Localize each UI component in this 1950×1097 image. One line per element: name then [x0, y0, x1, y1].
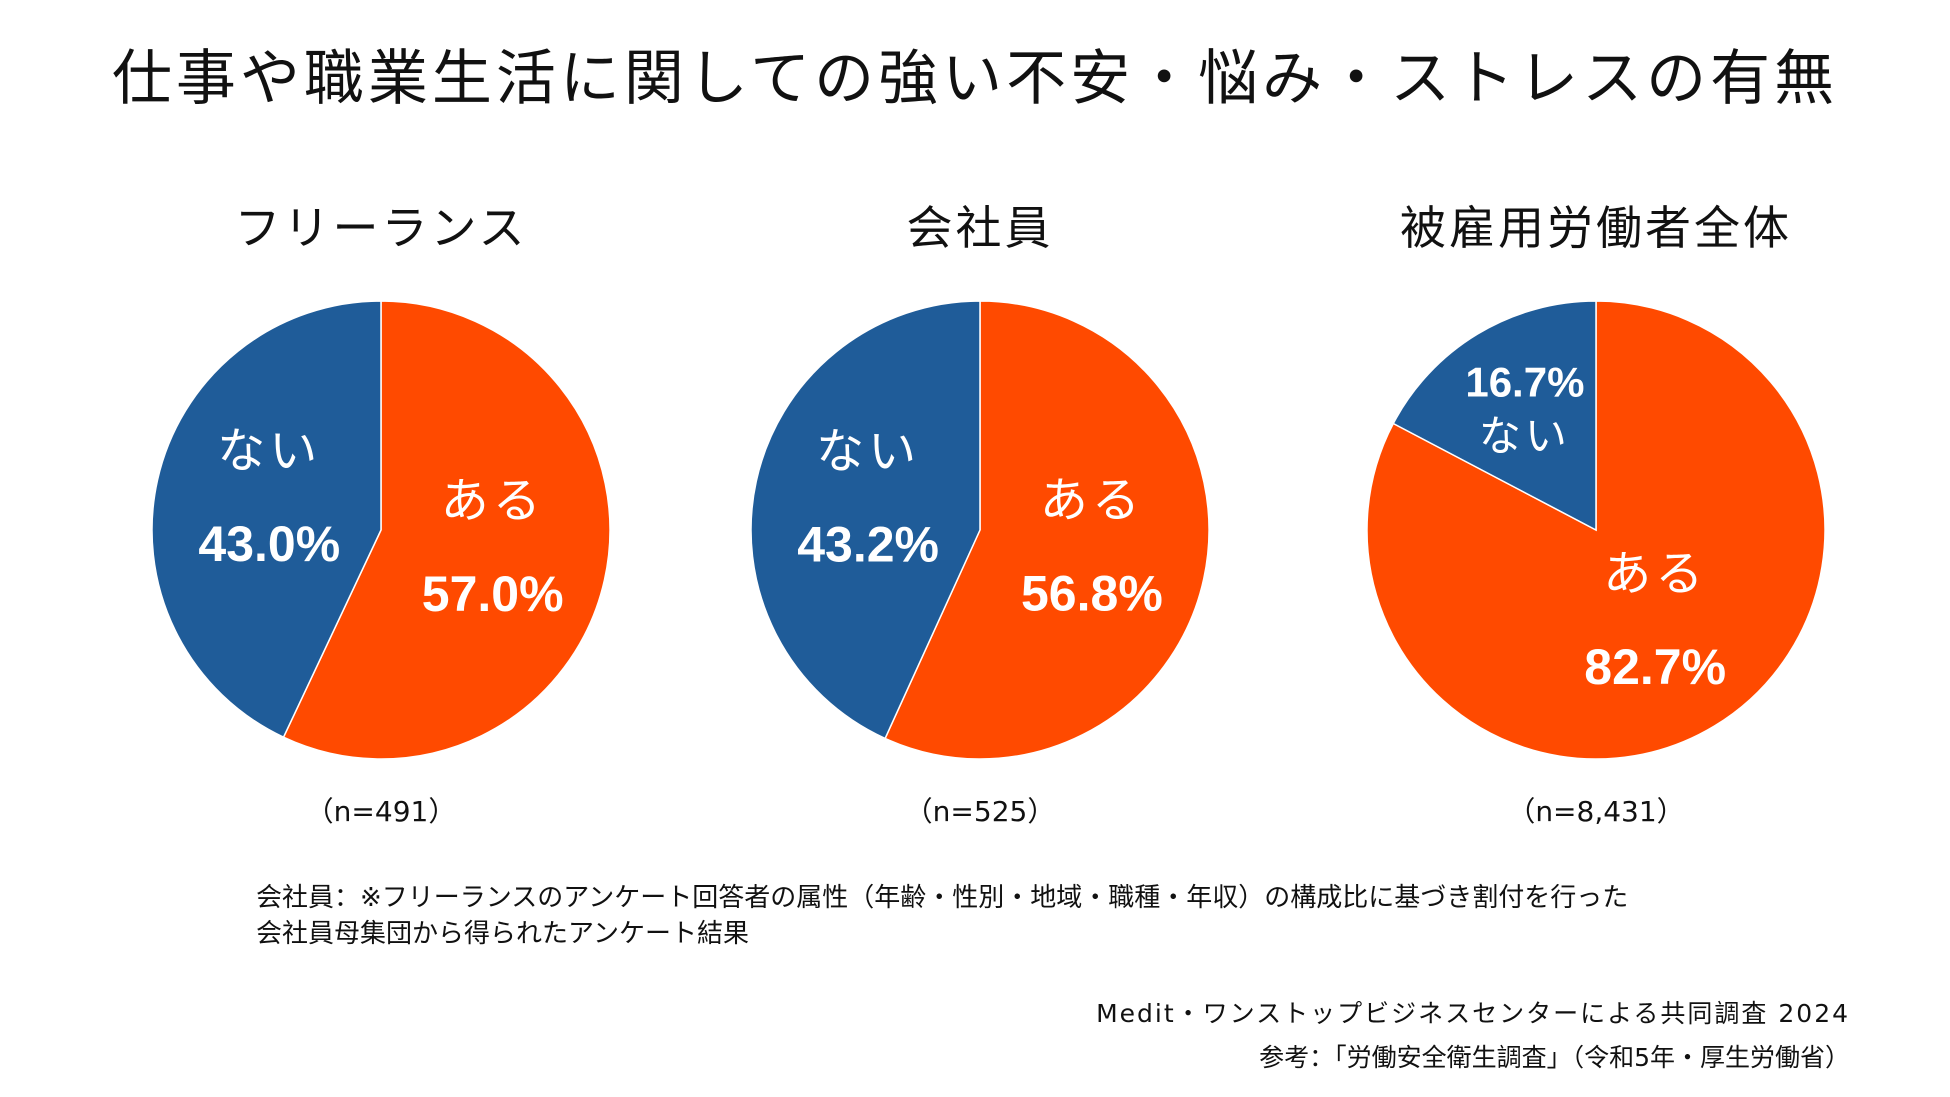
slice-label-yes: ある	[441, 473, 545, 529]
slice-label-yes: ある	[1603, 546, 1707, 602]
slice-value-no: 43.0%	[198, 516, 340, 572]
source-credits: Medit・ワンストップビジネスセンターによる共同調査 2024 参考：「労働安…	[1096, 992, 1850, 1080]
source-line-2: 参考：「労働安全衛生調査」（令和5年・厚生労働省）	[1259, 1043, 1850, 1072]
sample-size-freelance: （n=491）	[305, 795, 457, 828]
pie-svg-all-workers: ある 82.7% ない 16.7%	[1366, 300, 1826, 760]
pie-slice-yes	[282, 300, 611, 760]
slice-label-yes: ある	[1040, 472, 1144, 528]
pie-chart-all-workers: 被雇用労働者全体 ある 82.7% ない 16.7% （n=8,431）	[1296, 180, 1896, 860]
pie-chart-freelance: フリーランス ある 57.0% ない 43.0% （n=491）	[81, 180, 681, 860]
pie-slice-yes	[1366, 300, 1826, 760]
pie-slice-no	[750, 300, 981, 740]
slice-value-yes: 82.7%	[1584, 639, 1726, 695]
pie-slice-no	[151, 300, 382, 739]
footnote: 会社員：※フリーランスのアンケート回答者の属性（年齢・性別・地域・職種・年収）の…	[256, 880, 1628, 952]
pie-svg-freelance: ある 57.0% ない 43.0%	[151, 300, 611, 760]
pie-title-all-workers: 被雇用労働者全体	[1400, 201, 1792, 255]
slice-value-yes: 56.8%	[1021, 565, 1163, 621]
slice-label-no: ない	[816, 424, 920, 480]
slice-label-no: ない	[217, 423, 321, 479]
pie-slice-yes	[884, 300, 1210, 760]
slice-value-no: 16.7%	[1465, 358, 1584, 405]
source-line-1: Medit・ワンストップビジネスセンターによる共同調査 2024	[1096, 999, 1850, 1028]
page-title: 仕事や職業生活に関しての強い不安・悩み・ストレスの有無	[111, 44, 1839, 114]
pie-slice-no	[1392, 300, 1597, 532]
pie-svg-employee: ある 56.8% ない 43.2%	[750, 300, 1210, 760]
pie-title-employee: 会社員	[906, 201, 1054, 255]
footnote-line-1: 会社員：※フリーランスのアンケート回答者の属性（年齢・性別・地域・職種・年収）の…	[256, 883, 1629, 913]
sample-size-all-workers: （n=8,431）	[1507, 795, 1685, 828]
pie-chart-employee: 会社員 ある 56.8% ない 43.2% （n=525）	[680, 180, 1280, 860]
slice-value-yes: 57.0%	[422, 566, 564, 622]
pie-title-freelance: フリーランス	[234, 201, 528, 255]
footnote-line-2: 会社員母集団から得られたアンケート結果	[256, 919, 749, 949]
slice-value-no: 43.2%	[797, 517, 939, 573]
sample-size-employee: （n=525）	[904, 795, 1056, 828]
slice-label-no: ない	[1479, 411, 1571, 460]
